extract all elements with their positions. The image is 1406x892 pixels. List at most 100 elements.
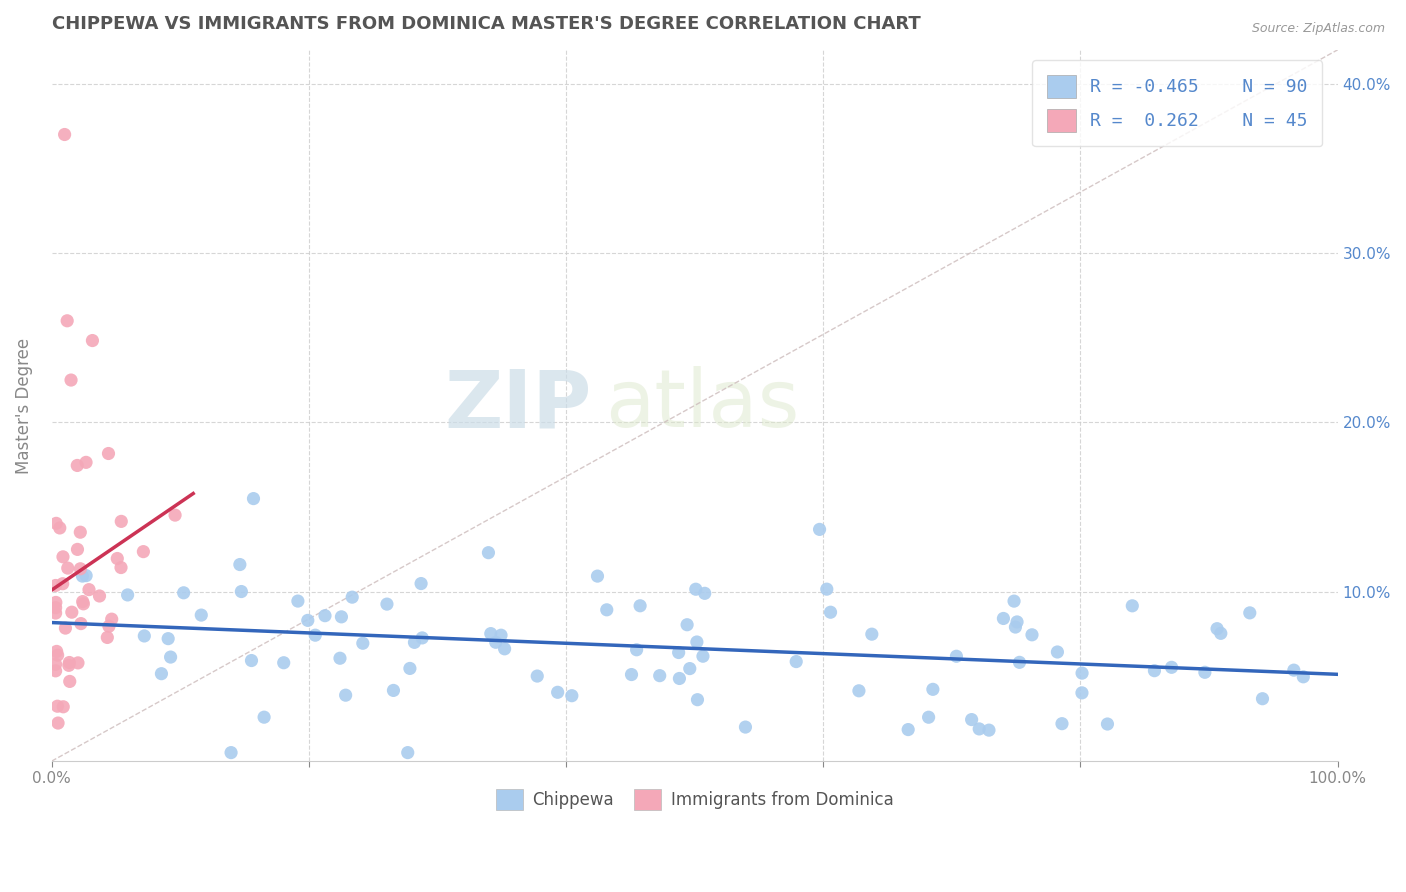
Point [304, 628, 326, 642]
Point [157, 632, 180, 646]
Point [340, 590, 363, 604]
Point [596, 603, 619, 617]
Point [676, 617, 699, 632]
Point [1292, 670, 1315, 684]
Point [479, 626, 502, 640]
Point [242, 491, 264, 506]
Point [489, 628, 512, 642]
Point [668, 646, 690, 660]
Point [820, 605, 842, 619]
Point [110, 515, 132, 529]
Point [785, 655, 807, 669]
Point [58, 656, 80, 670]
Point [399, 661, 422, 675]
Point [993, 611, 1015, 625]
Point [117, 588, 139, 602]
Point [287, 594, 309, 608]
Point [409, 576, 432, 591]
Point [60, 605, 83, 619]
Point [53, 128, 76, 142]
Point [329, 651, 352, 665]
Point [734, 720, 756, 734]
Text: CHIPPEWA VS IMMIGRANTS FROM DOMINICA MASTER'S DEGREE CORRELATION CHART: CHIPPEWA VS IMMIGRANTS FROM DOMINICA MAS… [52, 15, 921, 33]
Point [46, 648, 69, 662]
Point [60, 373, 83, 387]
Point [1209, 626, 1232, 640]
Point [75, 568, 97, 582]
Point [1046, 645, 1069, 659]
Point [165, 508, 187, 522]
Point [159, 650, 181, 665]
Point [626, 642, 648, 657]
Point [330, 610, 353, 624]
Point [100, 612, 122, 626]
Point [411, 631, 433, 645]
Point [620, 667, 643, 681]
Point [150, 666, 173, 681]
Point [55, 621, 77, 635]
Point [1071, 666, 1094, 681]
Point [45, 644, 67, 658]
Point [897, 723, 920, 737]
Point [45, 600, 67, 615]
Point [105, 551, 128, 566]
Text: atlas: atlas [605, 367, 799, 444]
Point [45, 606, 67, 620]
Point [960, 713, 983, 727]
Point [56, 561, 79, 575]
Point [686, 635, 709, 649]
Point [375, 597, 398, 611]
Point [72, 594, 94, 608]
Point [977, 723, 1000, 738]
Point [58, 658, 80, 673]
Point [945, 649, 967, 664]
Point [1021, 628, 1043, 642]
Point [82, 334, 104, 348]
Point [66, 656, 89, 670]
Point [686, 692, 709, 706]
Point [45, 578, 67, 592]
Point [1251, 691, 1274, 706]
Point [45, 664, 67, 678]
Point [526, 669, 548, 683]
Y-axis label: Master's Degree: Master's Degree [15, 337, 32, 474]
Point [52, 549, 75, 564]
Point [52, 699, 75, 714]
Point [69, 525, 91, 540]
Point [69, 562, 91, 576]
Point [808, 522, 831, 536]
Point [75, 455, 97, 469]
Point [66, 458, 89, 473]
Point [1071, 686, 1094, 700]
Point [132, 544, 155, 558]
Point [134, 629, 156, 643]
Point [77, 582, 100, 597]
Point [494, 641, 516, 656]
Point [46, 716, 69, 731]
Point [382, 683, 405, 698]
Point [693, 586, 716, 600]
Point [396, 746, 419, 760]
Point [561, 689, 583, 703]
Point [586, 569, 609, 583]
Point [967, 722, 990, 736]
Point [297, 613, 319, 627]
Point [692, 649, 714, 664]
Point [314, 608, 336, 623]
Point [66, 542, 89, 557]
Point [679, 662, 702, 676]
Point [1004, 620, 1026, 634]
Point [917, 710, 939, 724]
Point [273, 656, 295, 670]
Point [1002, 594, 1025, 608]
Point [97, 446, 120, 460]
Point [253, 710, 276, 724]
Point [45, 516, 67, 531]
Point [1206, 622, 1229, 636]
Point [190, 608, 212, 623]
Legend: Chippewa, Immigrants from Dominica: Chippewa, Immigrants from Dominica [489, 782, 900, 817]
Point [229, 558, 252, 572]
Point [628, 599, 651, 613]
Point [921, 682, 943, 697]
Point [1005, 615, 1028, 629]
